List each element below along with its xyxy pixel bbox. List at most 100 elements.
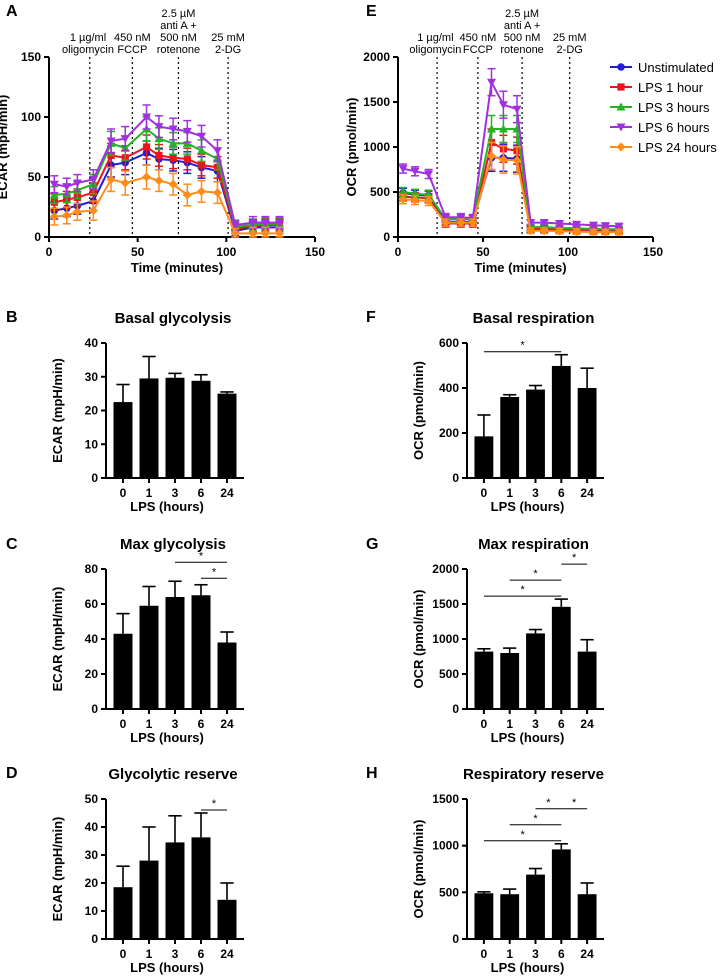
- x-tick-label: 3: [532, 717, 539, 731]
- x-axis-label: LPS (hours): [130, 499, 204, 514]
- marker-triangle-up: [498, 124, 508, 133]
- panel-a-y-tick-label: 100: [21, 110, 41, 124]
- y-axis-label: OCR (pmol/min): [411, 820, 426, 919]
- panel-b-y-tick-label: 20: [85, 404, 99, 418]
- x-axis-label: LPS (hours): [491, 960, 565, 975]
- chart-title: Max glycolysis: [120, 536, 226, 553]
- marker-diamond: [88, 206, 98, 216]
- panel-e-y-tick-label: 1000: [363, 140, 390, 154]
- panel-c-y-tick-label: 60: [85, 597, 99, 611]
- panel-label: G: [366, 536, 378, 553]
- legend-entry: LPS 24 hours: [638, 140, 717, 155]
- x-tick-label: 150: [643, 245, 663, 259]
- bar-24: [577, 651, 597, 709]
- panel-f: F Basal respiration * 0 200 400 600 0 1 3 6 24 LPS (…: [366, 309, 604, 514]
- series-lps-1-hour: [50, 134, 284, 235]
- panel-a-y-tick-label: 50: [28, 170, 42, 184]
- marker-diamond: [398, 194, 408, 204]
- x-axis-label: Time (minutes): [131, 260, 223, 275]
- x-tick-label: 6: [198, 947, 205, 961]
- panel-b-y-tick-label: 10: [85, 437, 99, 451]
- y-axis-label: ECAR (mpH/min): [50, 358, 65, 463]
- series-line: [402, 78, 620, 228]
- bar-3: [526, 389, 545, 478]
- panel-h: H Respiratory reserve * * * * 0 500 1000 1500 0 1 3 6…: [366, 765, 604, 975]
- marker-triangle-down: [487, 78, 496, 87]
- x-tick-label: 6: [198, 486, 205, 500]
- marker-diamond: [72, 207, 82, 217]
- panel-g-y-tick-label: 1500: [432, 597, 459, 611]
- injection-annotation: 500 nM: [504, 32, 541, 44]
- x-tick-label: 3: [532, 486, 539, 500]
- panel-h-y-tick-label: 1000: [432, 839, 459, 853]
- marker-triangle-down: [600, 222, 610, 231]
- bar-6: [191, 595, 211, 709]
- x-tick-label: 1: [506, 486, 513, 500]
- marker-triangle-down: [589, 221, 598, 230]
- injection-annotation: 2.5 µM: [162, 8, 196, 20]
- series-line: [403, 141, 619, 232]
- panel-e-y-tick-label: 1500: [363, 95, 390, 109]
- bar-0: [113, 633, 133, 709]
- injection-annotation: 1 µg/ml: [70, 32, 106, 44]
- x-tick-label: 0: [120, 947, 127, 961]
- injection-annotation: 2-DG: [215, 44, 241, 56]
- series-line: [402, 156, 619, 233]
- bar-24: [577, 894, 597, 939]
- injection-annotation: rotenone: [500, 44, 543, 56]
- panel-h-y-tick-label: 500: [439, 885, 459, 899]
- panel-f-y-tick-label: 200: [439, 426, 459, 440]
- series-unstimulated: [50, 140, 284, 237]
- chart-title: Basal respiration: [473, 310, 595, 327]
- injection-annotation: 500 nM: [160, 32, 197, 44]
- x-tick-label: 0: [395, 245, 402, 259]
- bar-3: [165, 377, 185, 478]
- bar-1: [500, 653, 520, 709]
- legend-entry: Unstimulated: [638, 60, 714, 75]
- bar-6: [551, 365, 571, 478]
- marker-triangle-up: [168, 138, 178, 147]
- marker-diamond: [600, 227, 610, 237]
- bar-24: [217, 899, 237, 939]
- y-axis-label: ECAR (mpH/min): [50, 817, 65, 922]
- bar-1: [139, 378, 159, 478]
- panel-d-y-tick-label: 10: [85, 904, 99, 918]
- x-tick-label: 0: [481, 947, 488, 961]
- panel-d-y-tick-label: 50: [85, 792, 99, 806]
- bar-3: [526, 874, 545, 939]
- panel-c-y-tick-label: 40: [85, 632, 99, 646]
- significance-star: *: [212, 798, 217, 810]
- panel-g-y-tick-label: 2000: [432, 562, 459, 576]
- marker-triangle-up: [487, 124, 496, 133]
- series-lps-24-hours: [49, 164, 285, 238]
- marker-triangle-up: [197, 146, 207, 155]
- panel-b-y-tick-label: 0: [91, 471, 98, 485]
- panel-d-y-tick-label: 40: [85, 820, 99, 834]
- marker-diamond: [168, 179, 178, 189]
- marker-triangle-down: [212, 147, 222, 156]
- injection-annotation: 2-DG: [557, 44, 583, 56]
- panel-e-y-tick-label: 500: [370, 185, 390, 199]
- significance-star: *: [533, 568, 538, 580]
- y-axis-label: ECAR (mpH/min): [50, 587, 65, 692]
- series-line: [54, 115, 280, 227]
- y-axis-label: OCR (pmol/min): [344, 98, 359, 197]
- marker-triangle-down: [260, 219, 270, 228]
- marker-triangle-up: [398, 187, 408, 196]
- marker-triangle-down: [230, 221, 240, 230]
- injection-annotation: rotenone: [157, 44, 200, 56]
- marker-diamond: [555, 226, 564, 236]
- marker-triangle-down: [197, 132, 207, 141]
- series-line: [403, 154, 619, 234]
- x-tick-label: 1: [146, 486, 153, 500]
- significance-star: *: [520, 829, 525, 841]
- marker-diamond: [526, 226, 536, 236]
- x-axis-label: Time (minutes): [474, 260, 566, 275]
- marker-triangle-down: [498, 101, 508, 110]
- marker-diamond: [614, 227, 624, 237]
- series-lps-3-hours: [49, 116, 285, 232]
- panel-h-y-tick-label: 1500: [432, 792, 459, 806]
- marker-triangle-down: [456, 213, 466, 222]
